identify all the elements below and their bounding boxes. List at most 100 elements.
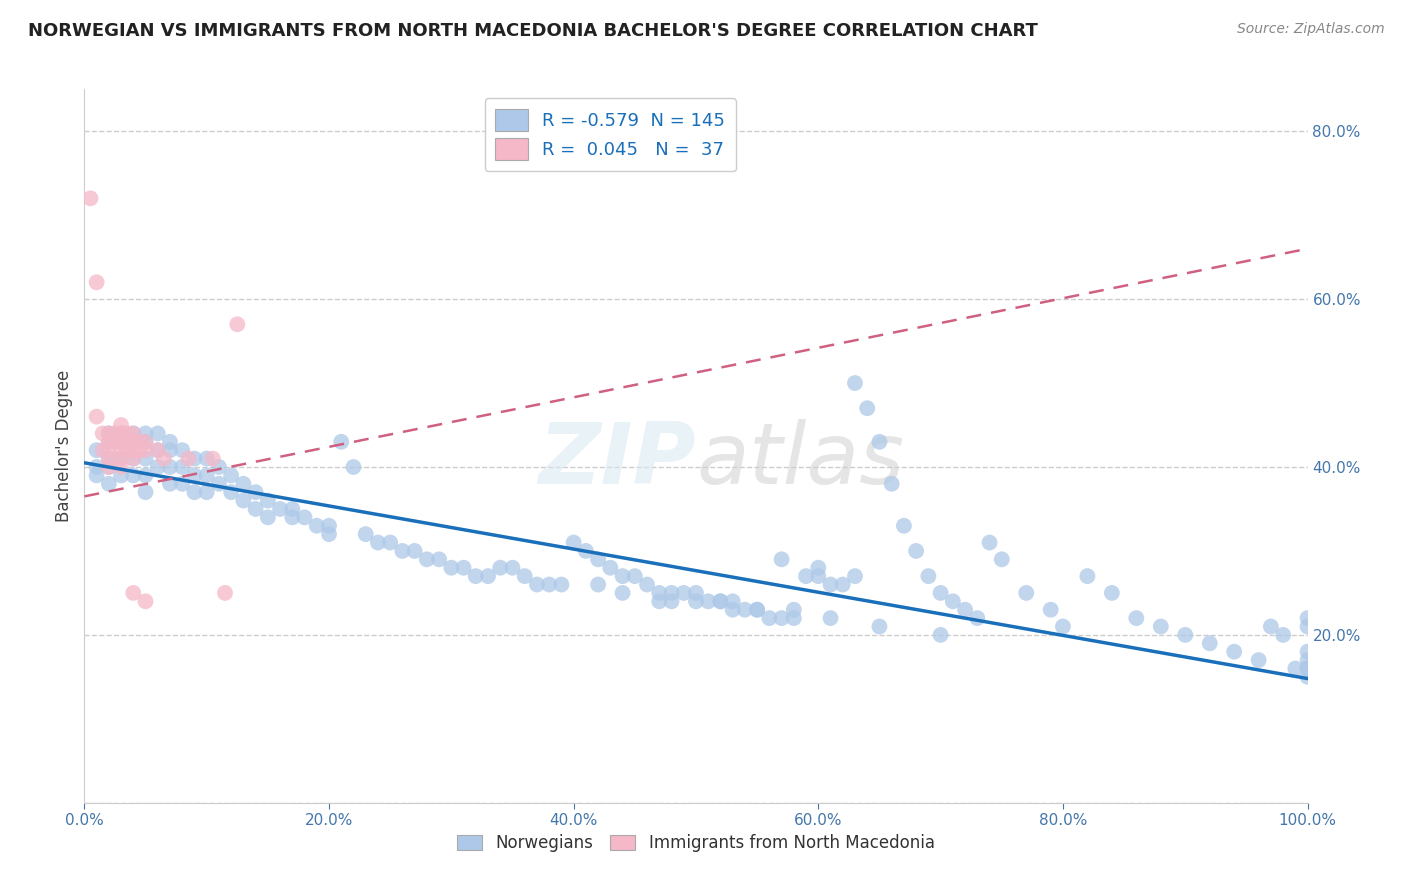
Point [135,594,157,608]
Point [245,502,267,516]
Point [172,460,194,475]
Point [122,451,145,466]
Point [672,586,695,600]
Point [281,502,304,516]
Point [661,594,683,608]
Point [257,510,280,524]
Point [1247,653,1270,667]
Point [648,594,671,608]
Point [122,426,145,441]
Point [880,476,903,491]
Point [709,594,731,608]
Point [110,434,132,449]
Point [440,560,463,574]
Point [318,518,340,533]
Point [104,426,127,441]
Point [79,191,101,205]
Point [232,476,254,491]
Point [318,527,340,541]
Point [1296,645,1319,659]
Point [612,586,634,600]
Point [128,443,150,458]
Point [820,577,842,591]
Point [183,468,205,483]
Point [294,510,316,524]
Point [1015,586,1038,600]
Point [122,426,145,441]
Point [1198,636,1220,650]
Point [721,603,744,617]
Point [97,451,120,466]
Point [464,569,486,583]
Point [146,443,169,458]
Point [917,569,939,583]
Point [734,603,756,617]
Point [122,451,145,466]
Point [128,434,150,449]
Point [709,594,731,608]
Point [135,426,157,441]
Point [575,544,598,558]
Point [1296,661,1319,675]
Point [281,510,304,524]
Point [97,476,120,491]
Point [232,493,254,508]
Point [538,577,561,591]
Point [86,443,108,458]
Point [135,434,157,449]
Point [685,594,707,608]
Point [1296,661,1319,675]
Point [135,485,157,500]
Point [747,603,769,617]
Point [91,443,114,458]
Point [599,560,621,574]
Point [97,451,120,466]
Point [305,518,328,533]
Point [586,552,609,566]
Legend: Norwegians, Immigrants from North Macedonia: Norwegians, Immigrants from North Macedo… [451,828,941,859]
Point [1284,661,1306,675]
Point [115,443,138,458]
Point [115,434,138,449]
Point [697,594,720,608]
Point [758,611,780,625]
Point [844,569,866,583]
Point [97,460,120,475]
Point [172,443,194,458]
Point [97,426,120,441]
Point [831,577,853,591]
Point [942,594,965,608]
Point [477,569,499,583]
Point [110,434,132,449]
Point [110,426,132,441]
Point [195,468,218,483]
Point [1076,569,1098,583]
Point [110,451,132,466]
Point [502,560,524,574]
Point [1296,611,1319,625]
Point [159,460,181,475]
Point [146,460,169,475]
Point [86,468,108,483]
Point [966,611,988,625]
Point [135,434,157,449]
Point [195,451,218,466]
Point [844,376,866,390]
Point [1039,603,1062,617]
Point [219,468,242,483]
Point [612,569,634,583]
Point [110,443,132,458]
Point [257,493,280,508]
Point [183,485,205,500]
Point [122,434,145,449]
Point [104,434,127,449]
Point [783,611,806,625]
Point [648,586,671,600]
Point [245,485,267,500]
Point [807,560,830,574]
Point [416,552,439,566]
Point [1125,611,1147,625]
Point [110,460,132,475]
Point [146,443,169,458]
Text: Source: ZipAtlas.com: Source: ZipAtlas.com [1237,22,1385,37]
